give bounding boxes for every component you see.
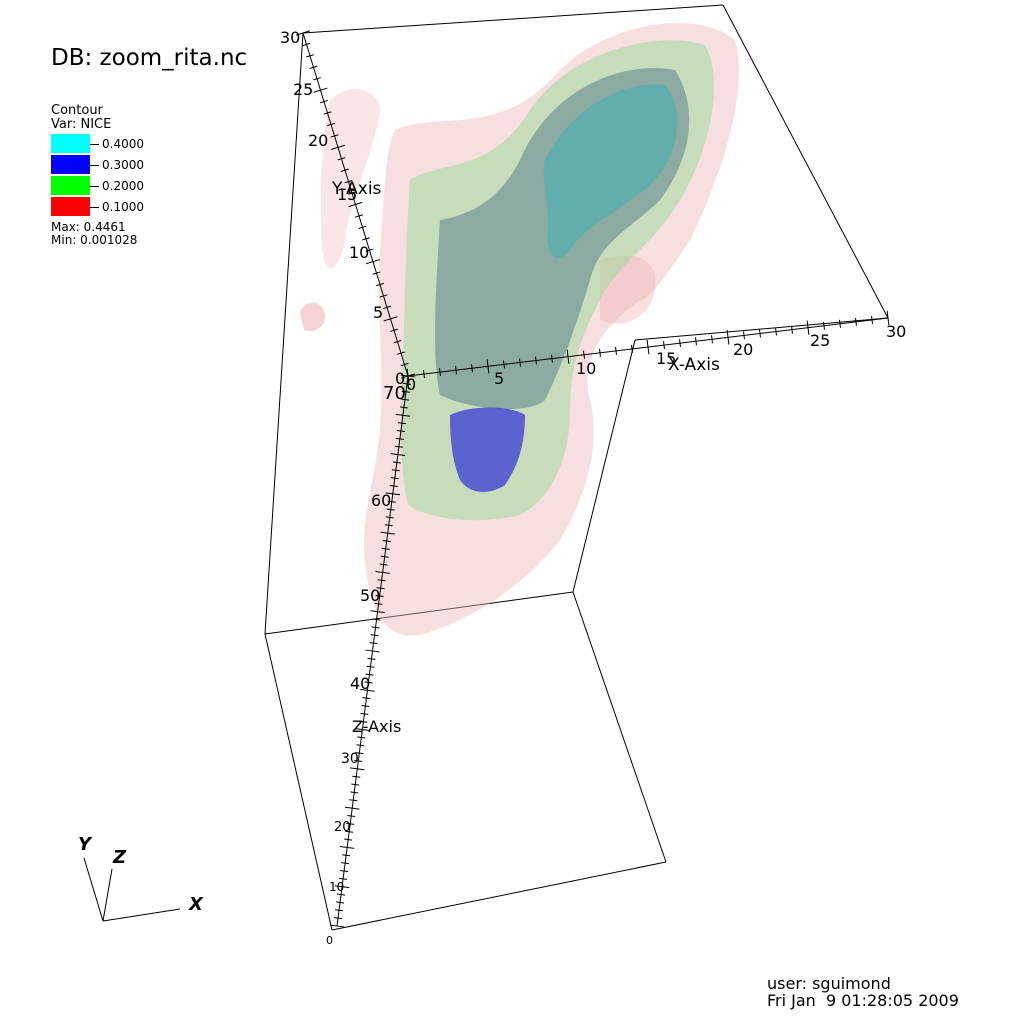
legend-swatch-0 <box>51 134 90 153</box>
triad-x-label: X <box>188 894 204 915</box>
legend-title: Contour <box>51 103 103 118</box>
legend-variable: Var: NICE <box>51 117 112 132</box>
contour-shell-0.1000-left <box>320 89 380 269</box>
z-tick-70: 70 <box>383 383 406 404</box>
legend-swatch-3 <box>51 197 90 216</box>
user-info: user: sguimond Fri Jan 9 01:28:05 2009 <box>767 975 959 1009</box>
z-tick-10: 10 <box>329 880 344 894</box>
timestamp: Fri Jan 9 01:28:05 2009 <box>767 991 959 1010</box>
y-axis: 30 25 20 15 10 5 0 Y-Axis <box>280 28 415 388</box>
x-tick-30: 30 <box>886 322 906 341</box>
z-tick-50: 50 <box>360 586 380 605</box>
triad-z-label: Z <box>112 847 127 868</box>
z-tick-0: 0 <box>326 934 333 947</box>
z-axis-label: Z-Axis <box>352 717 401 736</box>
x-tick-0: 0 <box>406 375 416 394</box>
legend-level-label: 0.1000 <box>102 200 144 214</box>
y-axis-label: Y-Axis <box>331 179 382 199</box>
legend-row-2: 0.2000 <box>51 176 161 197</box>
y-tick-10: 10 <box>349 243 369 262</box>
axis-triad: X Y Z <box>78 834 204 922</box>
contour-surfaces <box>300 23 739 636</box>
z-tick-60: 60 <box>371 491 391 510</box>
legend-level-label: 0.3000 <box>102 158 144 172</box>
legend-swatch-2 <box>51 176 90 195</box>
x-axis-label: X-Axis <box>668 355 720 375</box>
y-tick-0: 0 <box>395 369 405 388</box>
contour-legend: Contour Var: NICE 0.4000 0.3000 0.2000 0… <box>51 104 161 247</box>
legend-max: Max: 0.4461 <box>51 220 126 234</box>
legend-stats: Max: 0.4461 Min: 0.001028 <box>51 221 161 247</box>
z-tick-30: 30 <box>341 751 359 767</box>
z-tick-20: 20 <box>334 820 351 835</box>
x-tick-15: 15 <box>656 349 676 368</box>
bounding-box <box>264 4 889 931</box>
y-tick-15: 15 <box>337 185 357 204</box>
x-tick-5: 5 <box>494 369 504 388</box>
y-tick-20: 20 <box>308 131 328 150</box>
legend-row-1: 0.3000 <box>51 155 161 176</box>
z-tick-40: 40 <box>350 674 370 693</box>
legend-level-label: 0.4000 <box>102 137 144 151</box>
x-tick-20: 20 <box>733 340 753 359</box>
x-tick-25: 25 <box>810 331 830 350</box>
legend-swatches: 0.4000 0.3000 0.2000 0.1000 <box>51 134 161 218</box>
contour-shell-0.3000-blue <box>450 407 525 492</box>
y-tick-30: 30 <box>280 28 300 47</box>
z-axis: 70 60 50 40 30 20 10 0 Z-Axis <box>326 374 416 947</box>
triad-y-label: Y <box>78 834 93 855</box>
x-tick-10: 10 <box>576 359 596 378</box>
contour-blob-small <box>300 302 326 332</box>
x-axis: 0 5 10 15 20 25 30 X-Axis <box>406 310 906 394</box>
legend-swatch-1 <box>51 155 90 174</box>
database-title: DB: zoom_rita.nc <box>51 45 248 71</box>
contour-shell-0.4000 <box>543 84 678 259</box>
y-tick-25: 25 <box>293 80 313 99</box>
legend-row-0: 0.4000 <box>51 134 161 155</box>
legend-row-3: 0.1000 <box>51 197 161 218</box>
legend-level-label: 0.2000 <box>102 179 144 193</box>
y-tick-5: 5 <box>373 303 383 322</box>
legend-min: Min: 0.001028 <box>51 233 138 247</box>
user-name: user: sguimond <box>767 974 891 993</box>
